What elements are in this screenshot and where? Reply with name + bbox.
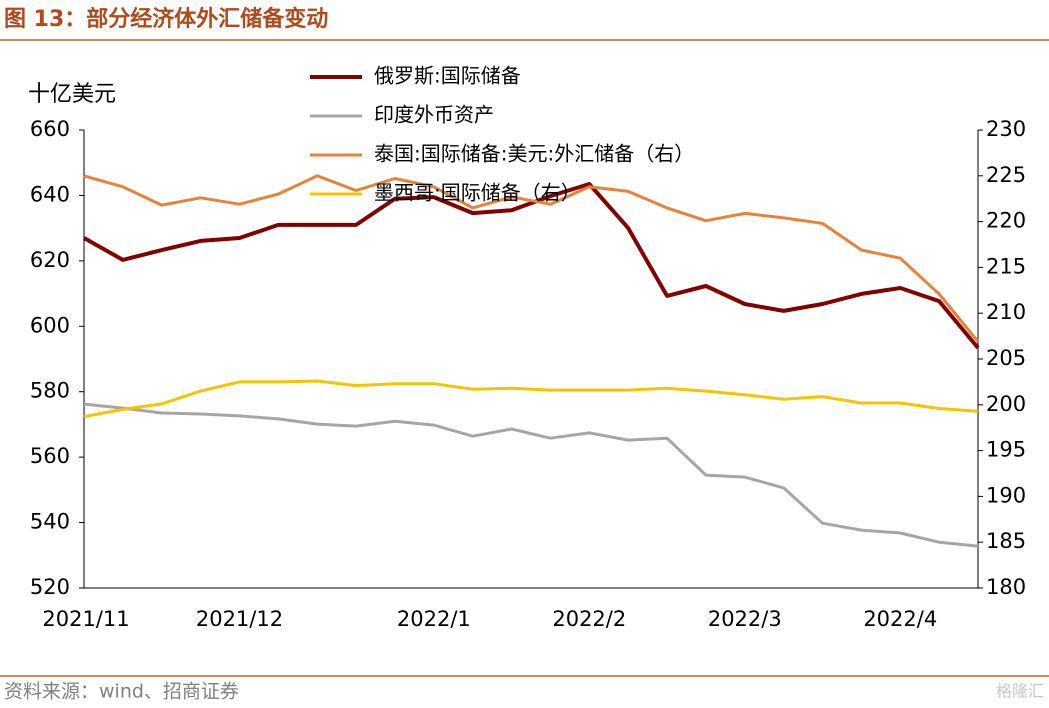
series-line [83,182,980,350]
x-tick-label: 2021/11 [42,607,129,631]
series-line [83,174,980,343]
legend-label: 墨西哥:国际储备（右） [374,181,581,205]
y-tick-label: 520 [30,575,70,599]
y-axis-label: 十亿美元 [28,82,116,107]
chart-title: 图 13：部分经济体外汇储备变动 [4,6,328,32]
x-tick-label: 2021/12 [196,607,283,631]
y-tick-label: 560 [30,444,70,468]
source-note: 资料来源：wind、招商证券 [4,681,239,703]
y-tick-label: 580 [30,379,70,403]
y-tick-label: 660 [30,117,70,141]
y-tick-label: 620 [30,248,70,272]
y2-tick-label: 215 [986,254,1026,278]
x-tick-label: 2022/3 [708,607,782,631]
y2-tick-label: 190 [986,483,1026,507]
y2-tick-label: 195 [986,438,1026,462]
x-tick-label: 2022/1 [397,607,471,631]
y2-tick-label: 225 [986,163,1026,187]
y2-tick-label: 205 [986,346,1026,370]
legend-label: 俄罗斯:国际储备 [374,64,521,88]
y2-tick-label: 200 [986,392,1026,416]
legend-label: 泰国:国际储备:美元:外汇储备（右） [374,142,694,166]
watermark: 格隆汇 [996,682,1044,701]
series-line [83,402,979,548]
x-tick-label: 2022/2 [552,607,626,631]
y2-tick-label: 185 [986,529,1026,553]
y2-tick-label: 230 [986,117,1026,141]
y2-tick-label: 210 [986,300,1026,324]
y2-tick-label: 220 [986,209,1026,233]
y-tick-label: 600 [30,313,70,337]
y-tick-label: 640 [30,182,70,206]
legend-label: 印度外币资产 [374,103,494,127]
y2-tick-label: 180 [986,575,1026,599]
series-line [83,379,979,419]
y-tick-label: 540 [30,510,70,534]
x-tick-label: 2022/4 [863,607,937,631]
